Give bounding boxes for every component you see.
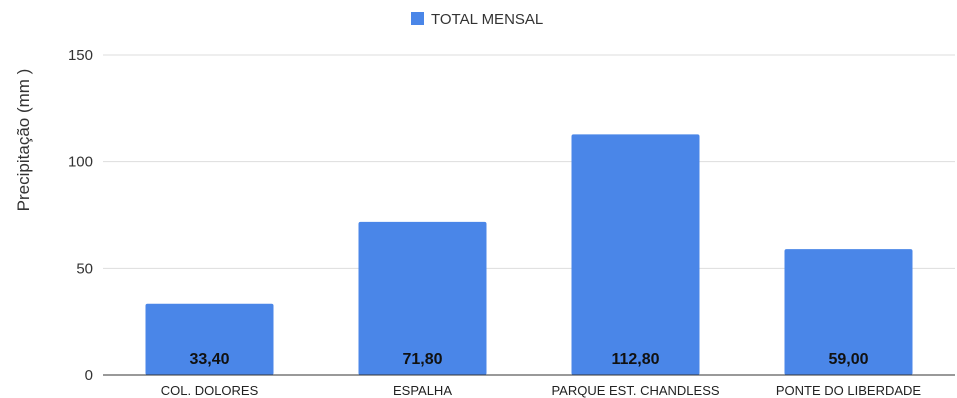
legend-swatch [411,12,424,25]
data-label: 112,80 [611,351,659,368]
legend-label: TOTAL MENSAL [431,11,543,28]
y-tick-label: 0 [85,367,93,384]
bar [571,134,700,375]
bar [358,221,487,375]
x-tick-label: ESPALHA [393,383,452,398]
x-tick-label: PONTE DO LIBERDADE [776,383,922,398]
bar [784,249,913,375]
data-label: 71,80 [402,351,442,368]
y-tick-label: 50 [76,260,93,277]
labels: 0 50 100 150 33,40 COL. DOLORES 71,80 ESPALHA 11… [68,47,921,398]
y-axis-title: Precipitação (mm ) [14,69,33,212]
x-tick-label: COL. DOLORES [161,383,259,398]
bar [145,303,274,375]
x-tick-label: PARQUE EST. CHANDLESS [551,383,719,398]
gridlines [103,54,955,269]
y-tick-label: 100 [68,154,93,171]
legend: TOTAL MENSAL [411,11,543,28]
data-label: 33,40 [189,351,229,368]
bars [145,134,913,375]
y-tick-label: 150 [68,47,93,64]
data-label: 59,00 [828,351,868,368]
